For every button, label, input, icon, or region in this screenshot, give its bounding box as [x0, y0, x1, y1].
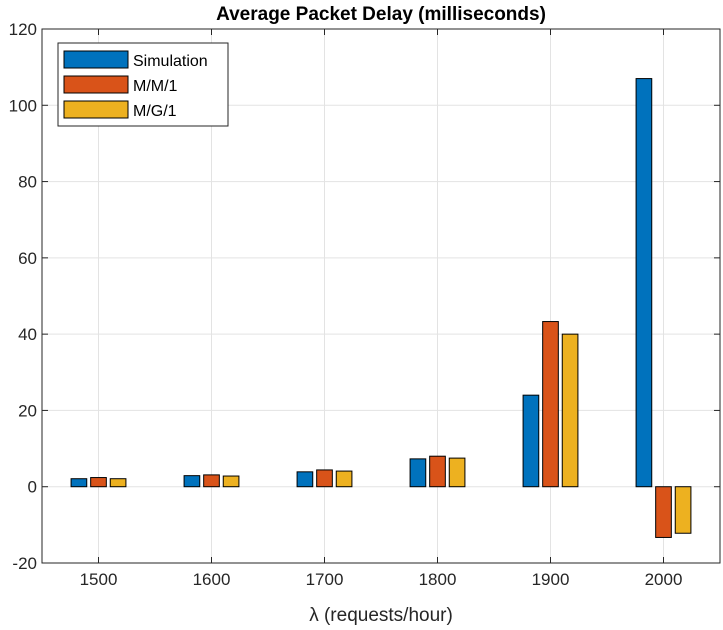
plot-frame [41, 28, 721, 564]
legend-label: M/M/1 [133, 78, 178, 95]
y-tick-label: 20 [18, 401, 37, 420]
bar-m-m-1-1500 [90, 477, 107, 488]
bar-m-g-1-1600 [222, 475, 240, 488]
legend-swatch [63, 100, 129, 119]
bar-m-m-1-2000 [655, 486, 672, 538]
bar-simulation-2000 [635, 78, 653, 488]
x-axis-label: λ (requests/hour) [309, 605, 453, 626]
bar-m-g-1-1900 [561, 333, 579, 488]
bar-m-g-1-1700 [335, 470, 353, 488]
x-tick-label: 1600 [193, 570, 231, 589]
y-tick-label: 100 [9, 96, 37, 115]
axis-ticks: -20 0 20 40 60 80 100 120 1500 1600 1700 1800 1900 20… [9, 20, 720, 589]
x-tick-label: 1500 [80, 570, 118, 589]
legend-label: Simulation [133, 53, 208, 70]
bar-m-g-1-1800 [448, 457, 466, 488]
bar-simulation-1600 [183, 475, 201, 488]
legend-swatch [63, 75, 129, 94]
chart-title: Average Packet Delay (milliseconds) [216, 4, 546, 25]
y-tick-label: 60 [18, 249, 37, 268]
y-tick-label: 0 [28, 478, 37, 497]
y-tick-label: 80 [18, 173, 37, 192]
legend-label: M/G/1 [133, 103, 177, 120]
legend-swatch [63, 50, 129, 69]
x-tick-label: 1700 [306, 570, 344, 589]
legend: Simulation M/M/1 M/G/1 [57, 42, 229, 127]
bars [70, 78, 692, 538]
bar-m-m-1-1800 [429, 455, 446, 488]
bar-m-g-1-2000 [674, 486, 692, 534]
bar-m-m-1-1600 [203, 474, 220, 488]
bar-m-m-1-1900 [542, 321, 559, 488]
x-tick-label: 1900 [532, 570, 570, 589]
y-tick-label: 40 [18, 325, 37, 344]
bar-simulation-1500 [70, 478, 88, 488]
x-tick-label: 1800 [419, 570, 457, 589]
bar-m-m-1-1700 [316, 469, 333, 488]
bar-simulation-1700 [296, 471, 314, 488]
bar-simulation-1900 [522, 394, 540, 488]
y-tick-label: 120 [9, 20, 37, 39]
bar-m-g-1-1500 [109, 478, 127, 488]
bar-simulation-1800 [409, 458, 427, 488]
x-tick-label: 2000 [645, 570, 683, 589]
y-tick-label: -20 [12, 554, 37, 573]
